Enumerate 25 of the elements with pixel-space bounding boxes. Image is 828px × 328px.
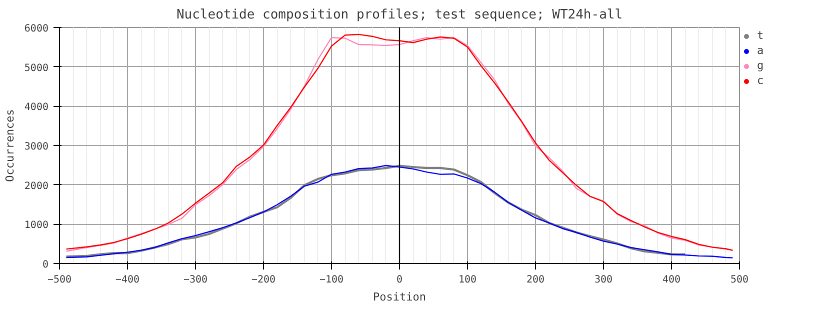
x-tick-label: 100 xyxy=(458,274,477,286)
x-tick-label: 0 xyxy=(396,274,403,286)
y-tick-label: 2000 xyxy=(24,180,49,192)
x-tick-label: 200 xyxy=(526,274,545,286)
y-tick-label: 4000 xyxy=(24,102,49,114)
x-tick-label: −500 xyxy=(47,274,72,286)
x-tick-label: −100 xyxy=(319,274,344,286)
x-tick-label: 500 xyxy=(730,274,749,286)
legend-label: a xyxy=(757,44,765,57)
chart-title: Nucleotide composition profiles; test sequence; WT24h-all xyxy=(176,8,623,22)
x-tick-label: −400 xyxy=(115,274,140,286)
x-axis-title: Position xyxy=(373,290,426,304)
y-tick-label: 3000 xyxy=(24,142,49,152)
y-tick-label: 1000 xyxy=(24,220,49,232)
x-tick-label: −300 xyxy=(183,274,208,286)
y-tick-label: 6000 xyxy=(24,24,49,34)
y-axis-title: Occurrences xyxy=(3,109,16,182)
legend-label: c xyxy=(757,74,765,87)
legend-label: g xyxy=(757,59,765,72)
x-tick-label: −200 xyxy=(251,274,276,286)
x-tick-label: 300 xyxy=(594,274,613,286)
y-tick-label: 0 xyxy=(42,260,49,270)
legend-label: t xyxy=(757,29,765,42)
x-tick-label: 400 xyxy=(662,274,681,286)
y-tick-label: 5000 xyxy=(24,62,49,74)
